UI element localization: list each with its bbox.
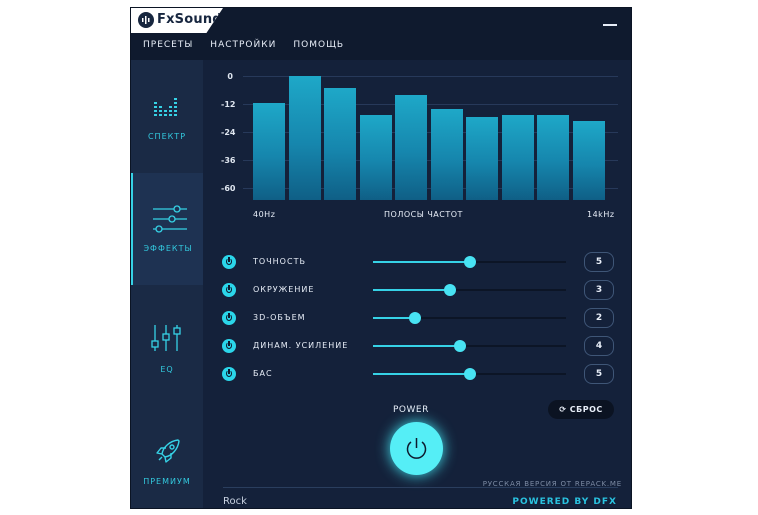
effect-value[interactable]: 4 xyxy=(584,336,614,356)
effect-label: ДИНАМ. УСИЛЕНИЕ xyxy=(253,341,349,350)
effect-slider[interactable] xyxy=(373,368,566,380)
reset-button[interactable]: ⟳ СБРОС xyxy=(548,400,614,419)
menu-help[interactable]: ПОМОЩЬ xyxy=(293,40,345,50)
effect-label: ОКРУЖЕНИЕ xyxy=(253,285,315,294)
spectrum-bar xyxy=(537,115,569,200)
effect-slider[interactable] xyxy=(373,340,566,352)
effect-slider[interactable] xyxy=(373,312,566,324)
spectrum-bar xyxy=(466,117,498,200)
effect-row: БАС 5 xyxy=(203,364,631,384)
reset-label: СБРОС xyxy=(569,405,603,414)
sidebar-item-effects[interactable]: ЭФФЕКТЫ xyxy=(131,173,203,285)
menu-presets[interactable]: ПРЕСЕТЫ xyxy=(143,40,194,50)
slider-fill xyxy=(373,261,470,263)
spectrum-bar xyxy=(572,121,605,200)
slider-fill xyxy=(373,317,416,319)
powered-by: POWERED BY DFX xyxy=(512,497,617,507)
refresh-icon: ⟳ xyxy=(559,405,570,414)
spectrum-bar xyxy=(253,103,285,200)
power-button[interactable] xyxy=(390,422,443,475)
y-tick-label: -24 xyxy=(221,128,236,137)
effect-toggle-power-icon[interactable] xyxy=(222,255,236,269)
footer-divider xyxy=(223,487,618,488)
sidebar-item-label: СПЕКТР xyxy=(147,132,187,141)
effect-slider[interactable] xyxy=(373,284,566,296)
slider-knob[interactable] xyxy=(463,368,476,380)
x-axis-title: ПОЛОСЫ ЧАСТОТ xyxy=(384,210,463,219)
effect-value[interactable]: 5 xyxy=(584,364,614,384)
sidebar-item-premium[interactable]: ПРЕМИУМ xyxy=(131,415,203,508)
spectrum-bar xyxy=(288,76,321,200)
current-preset[interactable]: Rock xyxy=(223,496,247,507)
y-tick-label: -36 xyxy=(221,156,236,165)
effect-toggle-power-icon[interactable] xyxy=(222,339,236,353)
power-icon xyxy=(406,438,427,459)
gridline xyxy=(243,104,618,105)
effect-toggle-power-icon[interactable] xyxy=(222,283,236,297)
effect-label: 3D-ОБЪЕМ xyxy=(253,313,306,322)
effect-value[interactable]: 3 xyxy=(584,280,614,300)
slider-knob[interactable] xyxy=(463,256,476,268)
slider-knob[interactable] xyxy=(409,312,422,324)
sidebar-item-eq[interactable]: EQ xyxy=(131,295,203,405)
slider-fill xyxy=(373,345,460,347)
menu-bar: ПРЕСЕТЫ НАСТРОЙКИ ПОМОЩЬ xyxy=(143,40,344,50)
minimize-button[interactable] xyxy=(603,24,617,26)
spectrum-chart: 0 -12 -24 -36 -60 40Hz ПОЛОСЫ ЧАСТОТ 14k… xyxy=(203,60,631,235)
effect-toggle-power-icon[interactable] xyxy=(222,311,236,325)
effect-slider[interactable] xyxy=(373,256,566,268)
spectrum-bar xyxy=(430,109,463,200)
spectrum-bar xyxy=(324,88,356,200)
spectrum-icon xyxy=(154,98,177,116)
effects-sliders-icon xyxy=(153,205,187,233)
effect-row: 3D-ОБЪЕМ 2 xyxy=(203,308,631,328)
spectrum-bar xyxy=(359,115,392,200)
app-title: FxSound xyxy=(157,12,222,27)
credit-text: РУССКАЯ ВЕРСИЯ ОТ REPACK.ME xyxy=(482,480,622,488)
fxsound-logo-icon xyxy=(138,12,154,28)
sidebar: СПЕКТР ЭФФЕКТЫ EQ xyxy=(131,60,203,508)
x-end-label: 14kHz xyxy=(587,210,615,219)
effect-value[interactable]: 2 xyxy=(584,308,614,328)
slider-fill xyxy=(373,373,470,375)
y-tick-label: -60 xyxy=(221,184,236,193)
app-window: FxSound ПРЕСЕТЫ НАСТРОЙКИ ПОМОЩЬ СПЕКТР xyxy=(131,8,631,508)
x-start-label: 40Hz xyxy=(253,210,276,219)
slider-knob[interactable] xyxy=(453,340,466,352)
effect-label: БАС xyxy=(253,369,273,378)
main-panel: 0 -12 -24 -36 -60 40Hz ПОЛОСЫ ЧАСТОТ 14k… xyxy=(203,60,631,508)
effect-row: ОКРУЖЕНИЕ 3 xyxy=(203,280,631,300)
effect-label: ТОЧНОСТЬ xyxy=(253,257,306,266)
sidebar-item-label: ЭФФЕКТЫ xyxy=(143,244,193,253)
gridline xyxy=(243,76,618,77)
menu-settings[interactable]: НАСТРОЙКИ xyxy=(210,40,277,50)
sidebar-item-label: EQ xyxy=(160,365,174,374)
sidebar-item-spectrum[interactable]: СПЕКТР xyxy=(131,60,203,175)
power-label: POWER xyxy=(393,405,429,415)
effect-row: ДИНАМ. УСИЛЕНИЕ 4 xyxy=(203,336,631,356)
eq-sliders-icon xyxy=(151,325,181,351)
slider-fill xyxy=(373,289,451,291)
rocket-icon xyxy=(156,439,180,463)
effect-row: ТОЧНОСТЬ 5 xyxy=(203,252,631,272)
effect-value[interactable]: 5 xyxy=(584,252,614,272)
app-logo: FxSound xyxy=(131,8,223,33)
spectrum-bar xyxy=(395,95,427,200)
y-tick-label: 0 xyxy=(227,72,233,81)
slider-knob[interactable] xyxy=(444,284,457,296)
title-bar: FxSound ПРЕСЕТЫ НАСТРОЙКИ ПОМОЩЬ xyxy=(131,8,631,60)
sidebar-item-label: ПРЕМИУМ xyxy=(143,477,191,486)
spectrum-bar xyxy=(501,115,534,200)
y-tick-label: -12 xyxy=(221,100,236,109)
effect-toggle-power-icon[interactable] xyxy=(222,367,236,381)
